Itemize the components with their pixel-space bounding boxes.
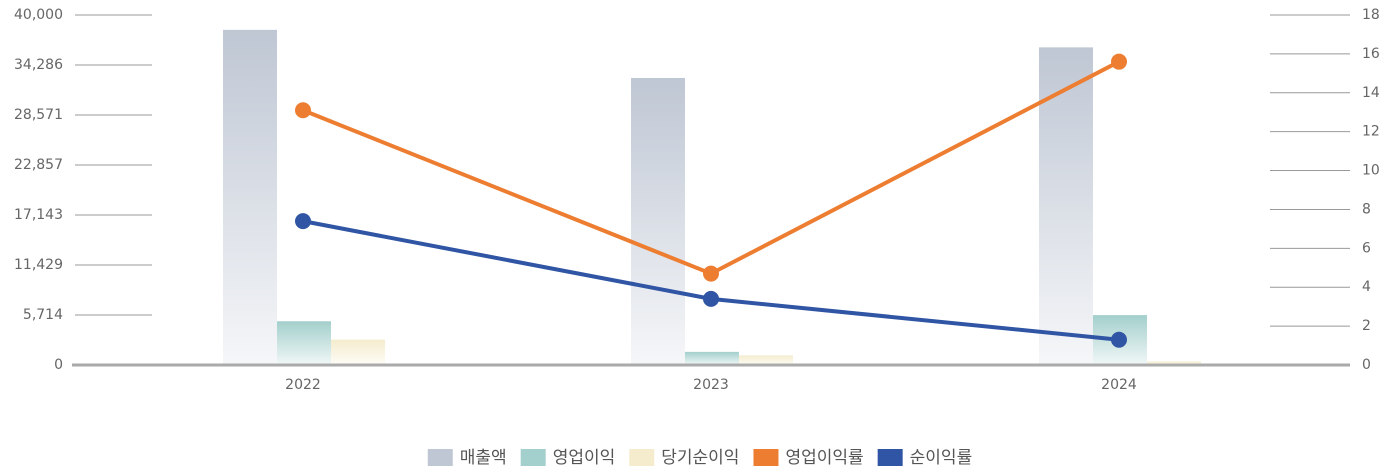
bar (277, 321, 331, 365)
y-tick-label: 11,429 (14, 257, 63, 273)
x-tick-label: 2024 (1101, 377, 1137, 393)
y-tick-label: 17,143 (14, 207, 63, 223)
line (302, 59, 1120, 276)
y2-tick-label: 8 (1362, 201, 1371, 217)
point (295, 213, 311, 230)
legend-text: 당기순이익 (661, 448, 739, 468)
y-tick-label: 28,571 (14, 107, 63, 123)
legend-swatch (520, 449, 546, 466)
bar (1147, 361, 1201, 365)
y2-tick-label: 4 (1362, 279, 1371, 295)
legend-text: 영업이익 (553, 448, 616, 468)
legend-text: 순이익률 (910, 448, 973, 468)
point (1111, 53, 1127, 70)
y2-tick-label: 12 (1362, 124, 1380, 140)
y-tick-label: 0 (54, 357, 63, 373)
x-tick-label: 2023 (693, 377, 729, 393)
bar (631, 78, 685, 365)
y2-tick-label: 16 (1362, 46, 1380, 62)
legend-swatch (753, 449, 779, 466)
legend-swatch (427, 449, 453, 466)
point (703, 265, 719, 282)
legend-swatch (629, 449, 655, 466)
bar (739, 355, 793, 365)
point (295, 102, 311, 119)
bar (685, 351, 739, 365)
bar (1039, 47, 1093, 365)
y2-tick-label: 10 (1362, 163, 1380, 179)
y2-tick-label: 14 (1362, 85, 1380, 101)
legend-swatch (877, 449, 903, 466)
point (1111, 331, 1127, 348)
y2-tick-label: 2 (1362, 318, 1371, 334)
y-tick-label: 22,857 (14, 157, 63, 173)
y2-tick-label: 0 (1362, 357, 1371, 373)
point (703, 290, 719, 307)
bar (223, 29, 277, 365)
y2-tick-label: 6 (1362, 240, 1371, 256)
bar (331, 339, 385, 365)
y-tick-label: 5,714 (23, 307, 63, 323)
y2-tick-label: 18 (1362, 7, 1380, 23)
x-tick-label: 2022 (285, 377, 321, 393)
y-tick-label: 34,286 (14, 57, 63, 73)
legend-text: 매출액 (460, 448, 507, 468)
y-tick-label: 40,000 (14, 7, 63, 23)
legend-text: 영업이익률 (785, 448, 863, 468)
